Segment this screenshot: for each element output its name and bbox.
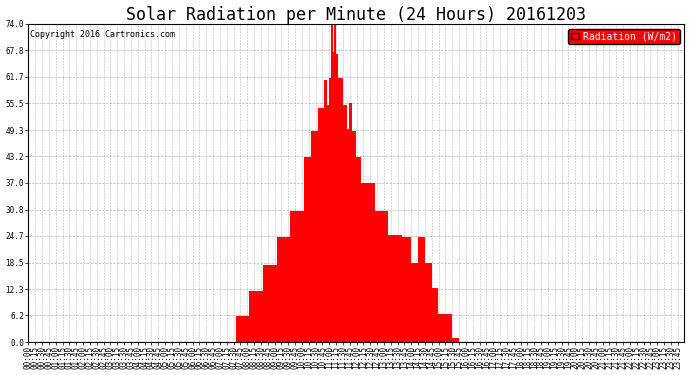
Title: Solar Radiation per Minute (24 Hours) 20161203: Solar Radiation per Minute (24 Hours) 20… xyxy=(126,6,586,24)
Text: Copyright 2016 Cartronics.com: Copyright 2016 Cartronics.com xyxy=(30,30,175,39)
Legend: Radiation (W/m2): Radiation (W/m2) xyxy=(568,28,680,44)
